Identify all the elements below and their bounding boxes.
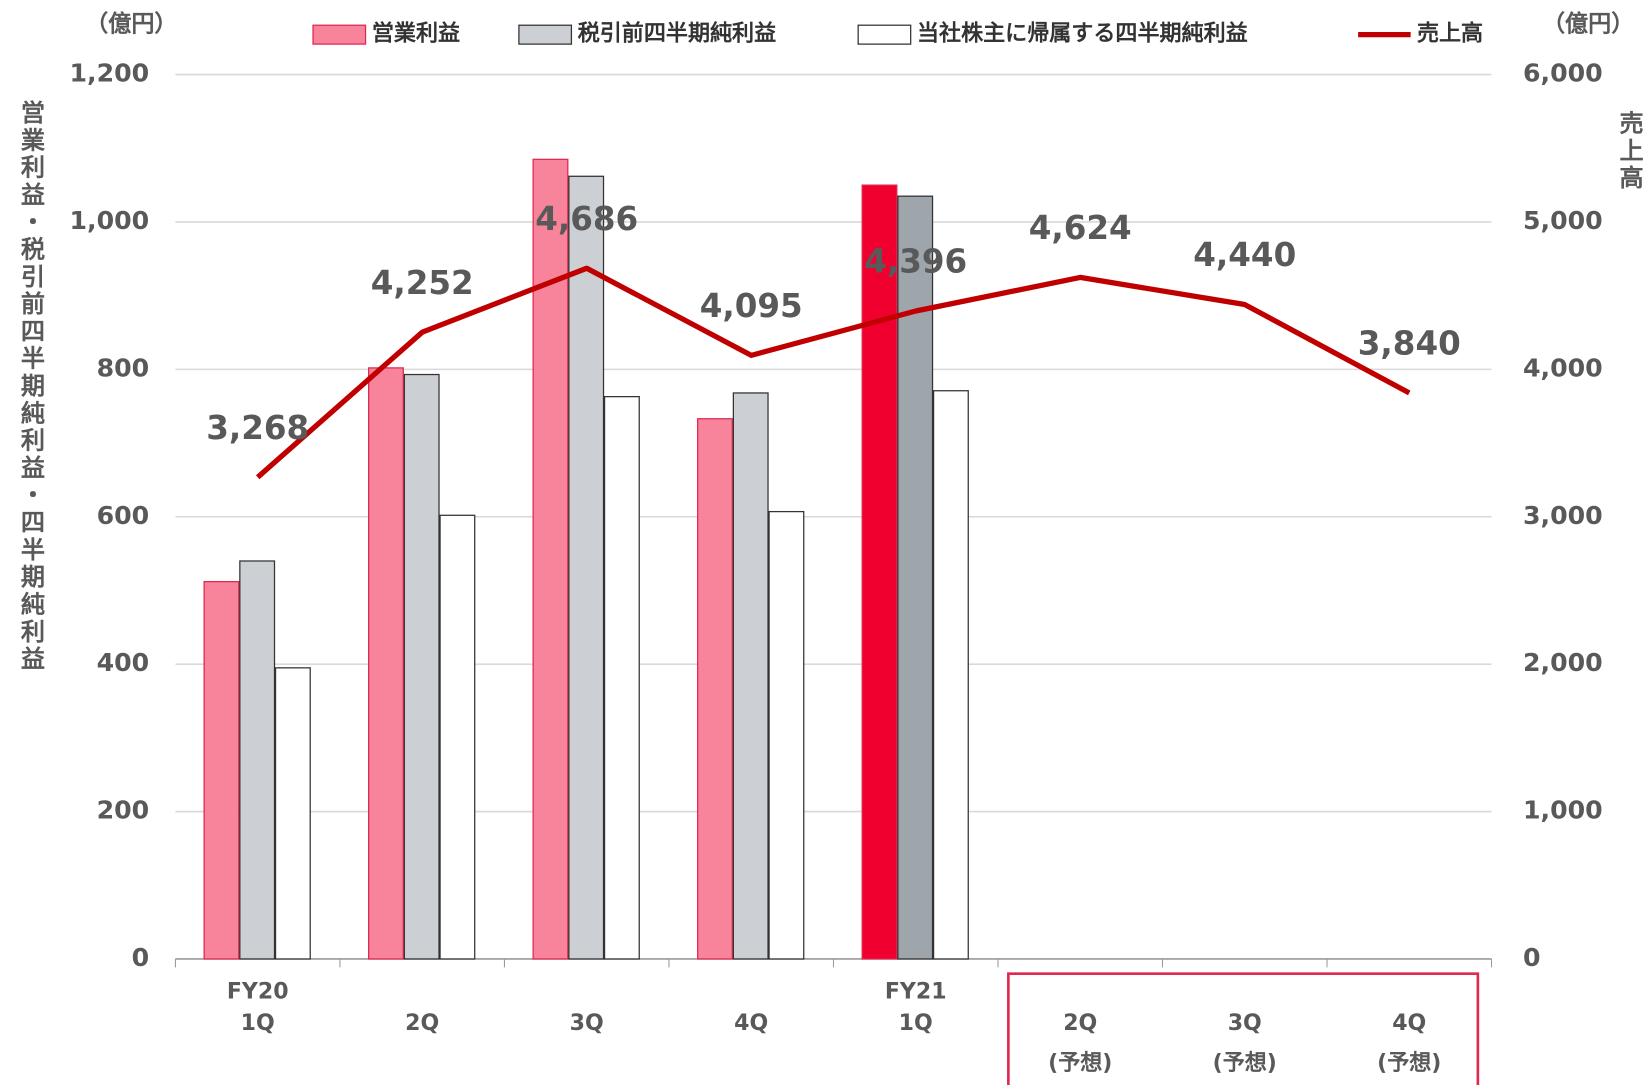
y2-tick-label: 2,000 <box>1523 648 1603 677</box>
bar <box>532 158 569 960</box>
data-label: 3,268 <box>206 409 309 447</box>
x-tick-label: 2Q <box>405 1011 439 1036</box>
y-tick-label: 600 <box>97 501 150 530</box>
x-tick-label: (予想) <box>1377 1051 1441 1076</box>
bar <box>274 667 311 960</box>
x-tick-label: 3Q <box>570 1011 604 1036</box>
data-label: 3,840 <box>1358 325 1461 363</box>
y2-axis-unit: （億円） <box>1542 11 1634 38</box>
forecast-box <box>1007 972 1480 1085</box>
bar <box>203 580 240 960</box>
bar <box>568 175 605 960</box>
bar <box>603 396 640 960</box>
bar <box>439 514 476 960</box>
x-tick-label: 1Q <box>241 1011 275 1036</box>
legend-label: 税引前四半期純利益 <box>578 21 776 47</box>
y2-tick-label: 4,000 <box>1523 353 1603 382</box>
legend-label: 営業利益 <box>372 21 460 47</box>
bar <box>697 418 733 960</box>
bar <box>368 367 404 960</box>
data-label: 4,095 <box>700 287 803 325</box>
x-tick-label: 2Q <box>1063 1011 1097 1036</box>
y2-axis-label: 売上高 <box>1615 110 1643 192</box>
y-tick-label: 800 <box>97 353 150 382</box>
x-tick-label: FY20 <box>227 980 289 1005</box>
y-tick-label: 1,200 <box>70 59 150 88</box>
y-tick-label: 0 <box>132 943 150 972</box>
y-axis-label: 営業利益・税引前四半期純利益・四半期純利益 <box>16 99 44 673</box>
legend-swatch <box>312 24 367 45</box>
bar <box>403 373 440 960</box>
y-tick-label: 200 <box>97 796 150 825</box>
legend-label: 売上高 <box>1417 21 1483 47</box>
x-tick-label: (予想) <box>1048 1051 1112 1076</box>
data-label: 4,440 <box>1193 236 1296 274</box>
data-label: 4,396 <box>864 243 967 281</box>
x-tick-label: 4Q <box>734 1011 768 1036</box>
legend-swatch <box>518 24 573 45</box>
line <box>255 265 1411 480</box>
data-label: 4,686 <box>535 200 638 238</box>
x-tick-label: 3Q <box>1228 1011 1262 1036</box>
y2-tick-label: 1,000 <box>1523 796 1603 825</box>
bar <box>861 184 898 960</box>
y2-tick-label: 6,000 <box>1523 59 1603 88</box>
bar <box>239 560 276 960</box>
y2-tick-label: 5,000 <box>1523 206 1603 235</box>
x-tick-label: 1Q <box>899 1011 933 1036</box>
y-tick-label: 400 <box>97 648 150 677</box>
data-label: 4,252 <box>371 264 474 302</box>
x-tick-label: (予想) <box>1213 1051 1277 1076</box>
data-label: 4,624 <box>1029 209 1132 247</box>
bar <box>932 390 969 960</box>
legend-swatch <box>857 24 912 45</box>
y2-tick-label: 0 <box>1523 943 1541 972</box>
legend-label: 当社株主に帰属する四半期純利益 <box>917 21 1248 47</box>
y2-tick-label: 3,000 <box>1523 501 1603 530</box>
y-axis-unit: （億円） <box>85 11 177 38</box>
bar <box>732 392 769 960</box>
bar <box>897 195 934 960</box>
x-tick-label: 4Q <box>1392 1011 1426 1036</box>
y-tick-label: 1,000 <box>70 206 150 235</box>
x-tick-label: FY21 <box>885 980 947 1005</box>
bar <box>768 510 805 960</box>
